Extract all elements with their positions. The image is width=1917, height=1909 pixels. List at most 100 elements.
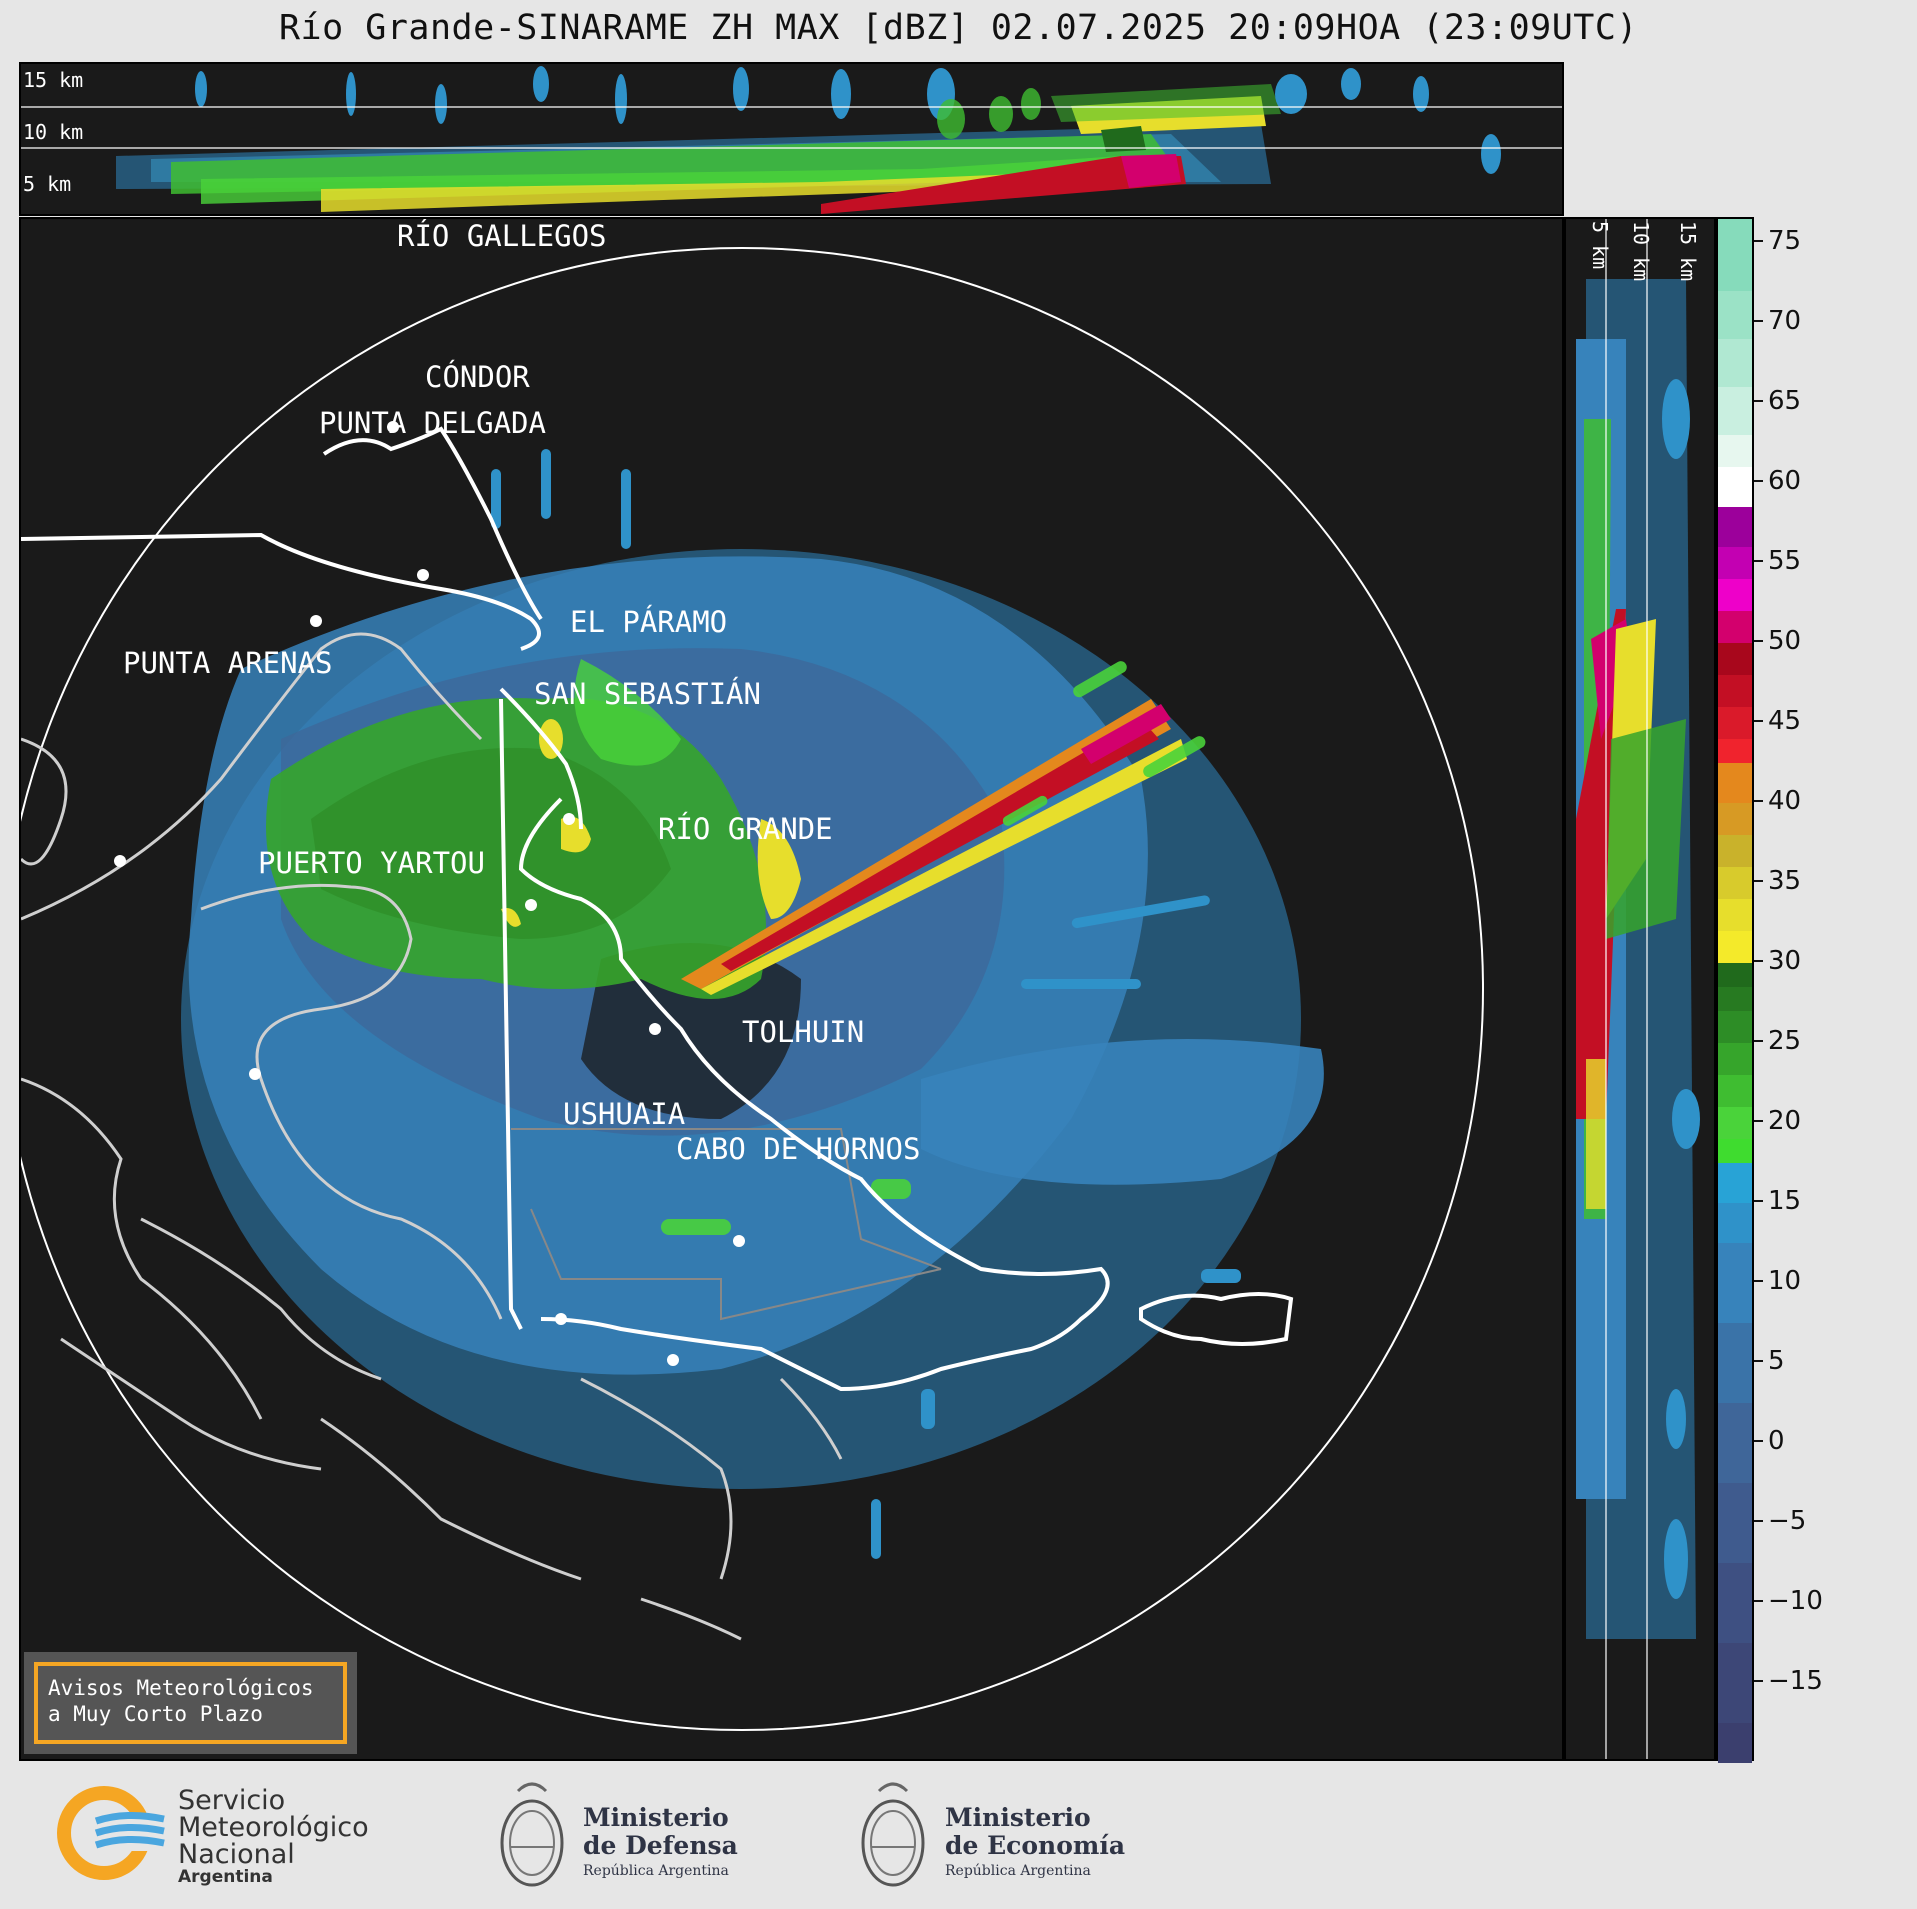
colorbar-segment (1718, 899, 1752, 931)
colorbar-tick-mark (1754, 800, 1763, 802)
colorbar-segment (1718, 547, 1752, 579)
colorbar-tick-label: 35 (1768, 866, 1802, 896)
colorbar-tick-mark (1754, 1520, 1763, 1522)
smn-line-4: Argentina (178, 1867, 273, 1887)
colorbar-segment (1718, 291, 1752, 339)
chart-title: Río Grande-SINARAME ZH MAX [dBZ] 02.07.2… (278, 8, 1639, 48)
colorbar-tick-label: 50 (1768, 626, 1802, 656)
colorbar-segment (1718, 219, 1752, 291)
city-label-san-sebastian: SAN SEBASTIÁN (534, 677, 761, 711)
city-label-el-paramo: EL PÁRAMO (570, 605, 728, 639)
colorbar-segment (1718, 611, 1752, 643)
city-label-tolhuin: TOLHUIN (742, 1015, 865, 1049)
economia-line-1: Ministerio (945, 1803, 1091, 1832)
colorbar-tick-mark (1754, 1680, 1763, 1682)
side-height-label-5km: 5 km (1588, 221, 1612, 270)
colorbar-segment (1718, 1323, 1752, 1403)
smn-line-2: Meteorológico (178, 1812, 369, 1843)
colorbar-tick-mark (1754, 320, 1763, 322)
notice-line-1: Avisos Meteorológicos (48, 1676, 314, 1700)
colorbar-tick-mark (1754, 1200, 1763, 1202)
colorbar-tick-label: 15 (1768, 1186, 1802, 1216)
colorbar-tick-label: 0 (1768, 1426, 1785, 1456)
colorbar-segment (1718, 339, 1752, 387)
defensa-line-2: de Defensa (583, 1831, 738, 1860)
colorbar-tick-mark (1754, 1280, 1763, 1282)
colorbar-segment (1718, 387, 1752, 435)
colorbar-segment (1718, 1243, 1752, 1323)
side-height-label-10km: 10 km (1629, 221, 1653, 282)
colorbar-tick-mark (1754, 480, 1763, 482)
city-label-condor: CÓNDOR (425, 360, 530, 394)
city-label-puerto-yartou: PUERTO YARTOU (258, 846, 485, 880)
colorbar-tick-label: 60 (1768, 466, 1802, 496)
colorbar-segment (1718, 803, 1752, 835)
colorbar-segment (1718, 867, 1752, 899)
colorbar-tick-mark (1754, 560, 1763, 562)
city-label-rio-gallegos: RÍO GALLEGOS (397, 219, 607, 253)
city-label-ushuaia: USHUAIA (563, 1097, 686, 1131)
top-height-label-10km: 10 km (23, 120, 84, 144)
colorbar-tick-label: −10 (1768, 1586, 1823, 1616)
colorbar-segment (1718, 1107, 1752, 1139)
colorbar-segment (1718, 1139, 1752, 1163)
colorbar-segment (1718, 739, 1752, 763)
side-height-label-15km: 15 km (1676, 221, 1700, 282)
colorbar-tick-label: 25 (1768, 1026, 1802, 1056)
colorbar-tick-mark (1754, 720, 1763, 722)
colorbar-tick-label: 70 (1768, 306, 1802, 336)
colorbar-tick-label: 45 (1768, 706, 1802, 736)
colorbar-segment (1718, 1563, 1752, 1643)
colorbar-segment (1718, 763, 1752, 803)
colorbar-segment (1718, 931, 1752, 963)
colorbar-tick-label: 10 (1768, 1266, 1802, 1296)
colorbar-tick-label: 55 (1768, 546, 1802, 576)
smn-line-1: Servicio (178, 1785, 286, 1816)
smn-line-3: Nacional (178, 1839, 295, 1870)
colorbar-tick-mark (1754, 240, 1763, 242)
economia-line-2: de Economía (945, 1831, 1126, 1860)
colorbar-segment (1718, 467, 1752, 507)
colorbar-segment (1718, 507, 1752, 547)
defensa-seal-icon (500, 1782, 564, 1887)
colorbar-tick-mark (1754, 1040, 1763, 1042)
colorbar-segment (1718, 1723, 1752, 1763)
colorbar-segment (1718, 835, 1752, 867)
colorbar-tick-label: 5 (1768, 1346, 1785, 1376)
colorbar-segment (1718, 579, 1752, 611)
colorbar-segment (1718, 963, 1752, 987)
colorbar-segment (1718, 1011, 1752, 1043)
city-label-punta-delgada: PUNTA DELGADA (319, 406, 546, 440)
top-height-label-5km: 5 km (23, 172, 72, 196)
notice-box: Avisos Meteorológicos a Muy Corto Plazo (24, 1652, 357, 1754)
colorbar-tick-label: −15 (1768, 1666, 1823, 1696)
colorbar-tick-mark (1754, 1440, 1763, 1442)
colorbar-segment (1718, 1163, 1752, 1203)
colorbar-segment (1718, 1043, 1752, 1075)
city-label-punta-arenas: PUNTA ARENAS (123, 646, 333, 680)
defensa-line-3: República Argentina (583, 1863, 729, 1879)
colorbar-segment (1718, 1483, 1752, 1563)
colorbar-tick-label: −5 (1768, 1506, 1807, 1536)
colorbar-tick-mark (1754, 1360, 1763, 1362)
colorbar-tick-label: 40 (1768, 786, 1802, 816)
colorbar (1716, 217, 1754, 1763)
city-label-cabo-de-hornos: CABO DE HORNOS (676, 1132, 921, 1166)
side-cross-section-panel: 5 km 10 km 15 km (1564, 217, 1716, 1761)
colorbar-segment (1718, 987, 1752, 1011)
colorbar-segment (1718, 1643, 1752, 1723)
colorbar-tick-mark (1754, 1120, 1763, 1122)
economia-seal-icon (861, 1782, 925, 1887)
notice-box-border: Avisos Meteorológicos a Muy Corto Plazo (34, 1662, 347, 1744)
colorbar-segment (1718, 707, 1752, 739)
footer-logos: Servicio Meteorológico Nacional Argentin… (0, 1761, 1917, 1909)
city-label-rio-grande: RÍO GRANDE (658, 812, 833, 846)
economia-line-3: República Argentina (945, 1863, 1091, 1879)
colorbar-tick-mark (1754, 960, 1763, 962)
colorbar-tick-mark (1754, 640, 1763, 642)
colorbar-tick-label: 65 (1768, 386, 1802, 416)
top-cross-section-panel: 15 km 10 km 5 km (19, 62, 1564, 216)
colorbar-segment (1718, 1203, 1752, 1243)
defensa-line-1: Ministerio (583, 1803, 729, 1832)
side-cross-section-graphic (1576, 219, 1700, 1759)
